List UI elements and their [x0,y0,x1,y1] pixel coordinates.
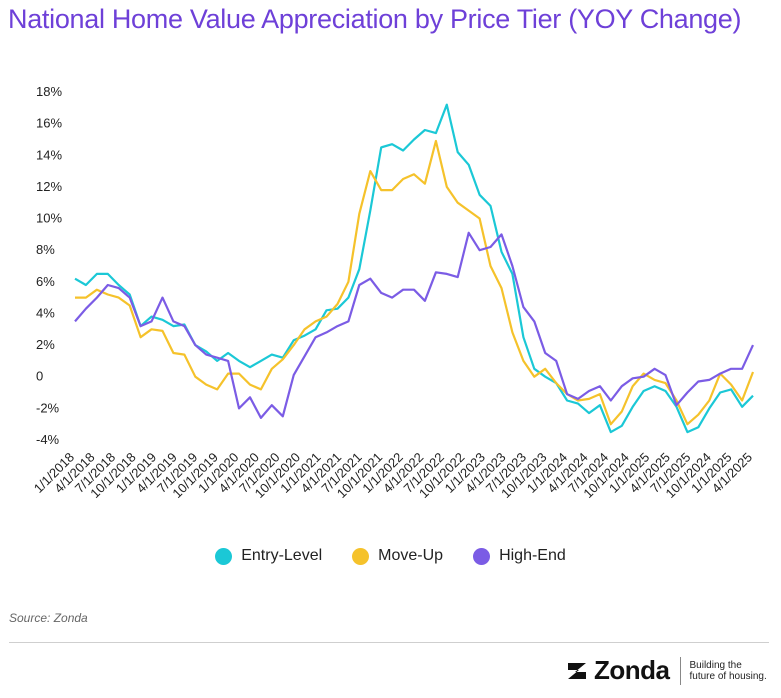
source-note: Source: Zonda [9,611,88,625]
series-line-entry-level[interactable] [74,103,754,434]
brand-name: Zonda [594,655,670,685]
legend-swatch-move-up [352,547,370,565]
legend-swatch-high-end [473,547,491,565]
legend-label-entry-level: Entry-Level [241,547,323,564]
chart-title: National Home Value Appreciation by Pric… [8,4,742,34]
y-tick-label: 2% [36,337,55,352]
y-tick-label: -4% [36,432,60,447]
zonda-z-mark-icon [568,662,586,679]
legend-label-high-end: High-End [499,547,566,564]
brand-separator [679,656,681,685]
brand-tagline: Building the future of housing. [689,659,767,682]
y-tick-label: 14% [36,147,62,162]
y-tick-label: 8% [36,242,55,257]
y-tick-label: 18% [36,84,62,99]
line-chart: -4%-2%02%4%6%8%10%12%14%16%18%1/1/20184/… [31,84,755,501]
y-tick-label: 16% [36,116,62,131]
legend-swatch-entry-level [215,547,233,565]
chart-legend: Entry-Level Move-Up High-End [0,547,781,565]
series-line-high-end[interactable] [74,231,754,419]
footer-brand[interactable]: Zonda Building the future of housing. [566,655,768,686]
legend-label-move-up: Move-Up [378,547,444,564]
legend-item-move-up[interactable]: Move-Up [352,547,443,565]
y-tick-label: 4% [36,305,55,320]
y-tick-label: 0 [36,369,43,384]
y-tick-label: 12% [36,179,62,194]
legend-item-entry-level[interactable]: Entry-Level [215,547,322,565]
series-line-move-up[interactable] [75,139,755,426]
y-tick-label: -2% [36,400,60,415]
footer-divider [9,642,769,643]
y-tick-label: 10% [36,211,62,226]
y-tick-label: 6% [36,274,55,289]
legend-item-high-end[interactable]: High-End [473,547,566,565]
